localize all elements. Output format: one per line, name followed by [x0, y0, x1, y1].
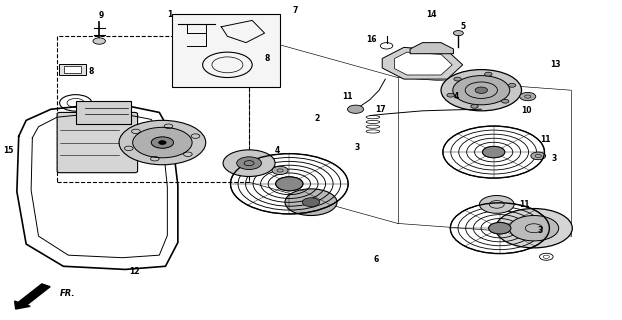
Polygon shape: [382, 47, 463, 79]
Text: 7: 7: [293, 6, 298, 15]
Text: 17: 17: [375, 105, 386, 114]
FancyBboxPatch shape: [57, 112, 137, 173]
Text: 3: 3: [355, 143, 360, 152]
Text: 15: 15: [4, 146, 14, 155]
Text: 3: 3: [537, 226, 543, 235]
Circle shape: [276, 177, 303, 191]
Circle shape: [531, 152, 545, 160]
Text: 11: 11: [540, 135, 550, 144]
Circle shape: [151, 137, 174, 148]
Text: 8: 8: [88, 67, 94, 76]
Text: 8: 8: [265, 54, 271, 63]
Text: 9: 9: [99, 11, 104, 20]
Circle shape: [119, 120, 206, 165]
Circle shape: [348, 105, 364, 113]
Text: 11: 11: [341, 92, 352, 101]
Text: 4: 4: [274, 146, 279, 155]
Circle shape: [453, 76, 510, 105]
Text: 3: 3: [552, 154, 557, 163]
Circle shape: [480, 196, 514, 213]
Circle shape: [272, 166, 288, 175]
Text: 10: 10: [521, 106, 532, 115]
Circle shape: [302, 198, 320, 207]
Text: 12: 12: [129, 267, 140, 276]
Text: 16: 16: [366, 35, 377, 44]
Text: 14: 14: [427, 10, 437, 19]
Circle shape: [508, 84, 516, 87]
Circle shape: [485, 72, 492, 76]
Circle shape: [501, 99, 509, 103]
Circle shape: [519, 92, 536, 101]
FancyBboxPatch shape: [59, 64, 86, 75]
Circle shape: [159, 141, 166, 144]
Polygon shape: [394, 52, 452, 75]
Circle shape: [447, 93, 454, 97]
Circle shape: [93, 38, 105, 44]
Text: 13: 13: [550, 60, 561, 69]
Circle shape: [483, 146, 505, 158]
FancyBboxPatch shape: [64, 67, 81, 73]
FancyBboxPatch shape: [76, 101, 131, 124]
Circle shape: [471, 104, 478, 108]
Circle shape: [237, 157, 261, 170]
Text: 1: 1: [167, 10, 172, 19]
Circle shape: [489, 222, 511, 234]
Circle shape: [475, 87, 488, 93]
Text: 2: 2: [315, 114, 320, 123]
Text: 4: 4: [454, 92, 459, 101]
Circle shape: [509, 215, 559, 241]
Circle shape: [223, 150, 275, 177]
Circle shape: [132, 127, 192, 158]
Circle shape: [454, 77, 462, 81]
Polygon shape: [410, 43, 453, 54]
Text: FR.: FR.: [60, 289, 76, 298]
Circle shape: [453, 31, 463, 36]
Text: 5: 5: [460, 22, 465, 31]
Circle shape: [496, 209, 572, 248]
FancyArrow shape: [15, 284, 50, 309]
FancyBboxPatch shape: [172, 14, 280, 87]
Text: 11: 11: [519, 200, 530, 209]
Text: 6: 6: [373, 255, 379, 264]
Circle shape: [285, 189, 337, 215]
Circle shape: [441, 69, 521, 111]
